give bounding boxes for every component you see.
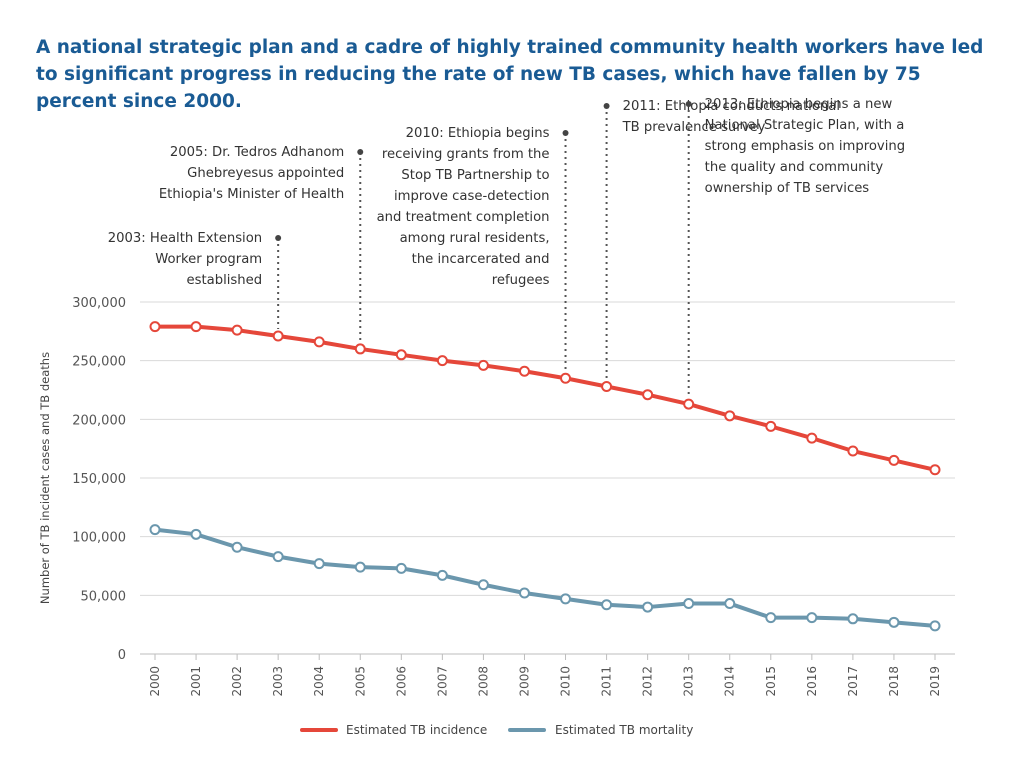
mortality-point [477,579,489,591]
incidence-point [272,330,284,342]
y-tick-label: 250,000 [72,355,126,370]
x-axis-ticks: 2000 2001 2002 2003 2004 2005 2006 2007 2008 2009… [148,654,942,697]
incidence-point [601,380,613,392]
x-tick-label: 2007 [435,666,449,697]
y-axis-label: Number of TB incident cases and TB death… [38,352,52,604]
mortality-point [888,616,900,628]
x-tick-label: 2014 [723,666,737,697]
incidence-point [642,389,654,401]
mortality-point [149,524,161,536]
x-tick-label: 2019 [928,666,942,697]
incidence-point [683,398,695,410]
x-tick-label: 2018 [887,666,901,697]
x-tick-label: 2006 [394,666,408,697]
x-tick-label: 2015 [764,666,778,697]
x-tick-label: 2010 [559,666,573,697]
incidence-point [518,365,530,377]
x-tick-label: 2011 [600,666,614,697]
series [149,321,941,632]
y-tick-label: 50,000 [81,589,127,604]
x-tick-label: 2000 [148,666,162,697]
incidence-point [806,432,818,444]
incidence-point [929,464,941,476]
mortality-point [231,541,243,553]
incidence-point [149,321,161,333]
mortality-point [929,620,941,632]
annotation-text: 2013: Ethiopia begins a new National Stra… [705,97,905,196]
mortality-point [436,569,448,581]
x-tick-label: 2016 [805,666,819,697]
incidence-point [888,454,900,466]
incidence-point [477,359,489,371]
incidence-point [354,343,366,355]
legend: Estimated TB incidence Estimated TB mort… [300,723,693,737]
annotation-text: 2003: Health Extension Worker program esta… [108,231,262,288]
mortality-point [518,587,530,599]
mortality-point [354,561,366,573]
mortality-point [601,599,613,611]
mortality-line [153,527,937,628]
x-tick-label: 2012 [641,666,655,697]
mortality-point [190,528,202,540]
legend-label-incidence: Estimated TB incidence [346,723,487,737]
x-tick-label: 2008 [476,666,490,697]
x-tick-label: 2003 [271,666,285,697]
mortality-point [765,612,777,624]
incidence-point [436,355,448,367]
incidence-point [395,349,407,361]
incidence-point [313,336,325,348]
annotation-dot [685,101,692,107]
y-tick-label: 150,000 [72,472,126,487]
mortality-point [395,562,407,574]
x-tick-label: 2009 [517,666,531,697]
incidence-point [231,324,243,336]
gridlines [140,301,955,655]
mortality-point [683,598,695,610]
incidence-point [847,445,859,457]
x-tick-label: 2017 [846,666,860,697]
annotation-dot [562,130,569,136]
mortality-point [806,612,818,624]
annotation-dot [357,149,364,155]
annotations: 2003: Health Extension Worker program esta… [108,97,905,398]
annotation-text: 2011: Ethiopia conducts national TB preva… [622,99,840,135]
mortality-point [272,551,284,563]
mortality-point [847,613,859,625]
x-tick-label: 2013 [682,666,696,697]
incidence-line [153,324,937,472]
incidence-point [190,321,202,333]
mortality-point [560,593,572,605]
incidence-point [724,410,736,422]
annotation-dot [603,103,610,109]
annotation-dot [275,235,282,241]
x-tick-label: 2004 [312,666,326,697]
x-tick-label: 2005 [353,666,367,697]
y-axis-ticks: 0 50,000 100,000 150,000 200,000 250,000 300,0… [72,296,126,663]
mortality-point [724,598,736,610]
annotation-text: 2005: Dr. Tedros Adhanom Ghebreyesus appo… [159,145,344,202]
x-tick-label: 2002 [230,666,244,697]
annotation-text: 2010: Ethiopia begins receiving grants fr… [377,126,550,288]
y-tick-label: 200,000 [72,413,126,428]
incidence-point [560,372,572,384]
incidence-point [765,420,777,432]
headline: A national strategic plan and a cadre of… [36,37,984,112]
y-tick-label: 0 [118,648,126,663]
x-tick-label: 2001 [189,666,203,697]
y-tick-label: 300,000 [72,296,126,311]
mortality-point [313,558,325,570]
y-tick-label: 100,000 [72,531,126,546]
mortality-point [642,601,654,613]
legend-label-mortality: Estimated TB mortality [555,723,693,737]
